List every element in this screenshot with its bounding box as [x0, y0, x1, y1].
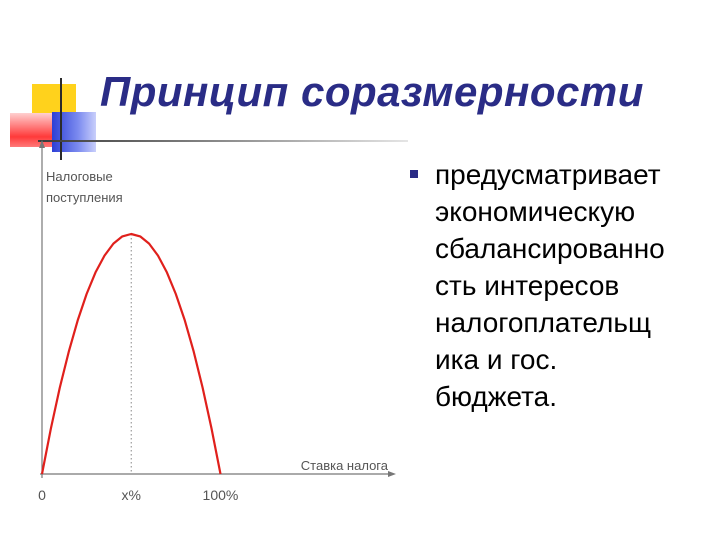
x-tick-label: 0 [38, 487, 46, 503]
x-tick-label: 100% [203, 487, 239, 503]
slide-title: Принцип соразмерности [100, 68, 644, 115]
x-axis-arrow [388, 471, 396, 477]
x-tick-label: x% [122, 487, 141, 503]
decor-horizontal-line [38, 140, 408, 142]
x-axis-label: Ставка налога [301, 458, 389, 473]
y-axis-label: поступления [46, 190, 123, 205]
y-axis-label: Налоговые [46, 169, 113, 184]
y-axis-arrow [39, 140, 45, 148]
decor-blue-square [52, 112, 96, 152]
square-bullet-icon [410, 170, 418, 178]
decor-vertical-line [60, 78, 62, 160]
bullet-text: предусматривает экономическую сбалансиро… [435, 159, 665, 412]
